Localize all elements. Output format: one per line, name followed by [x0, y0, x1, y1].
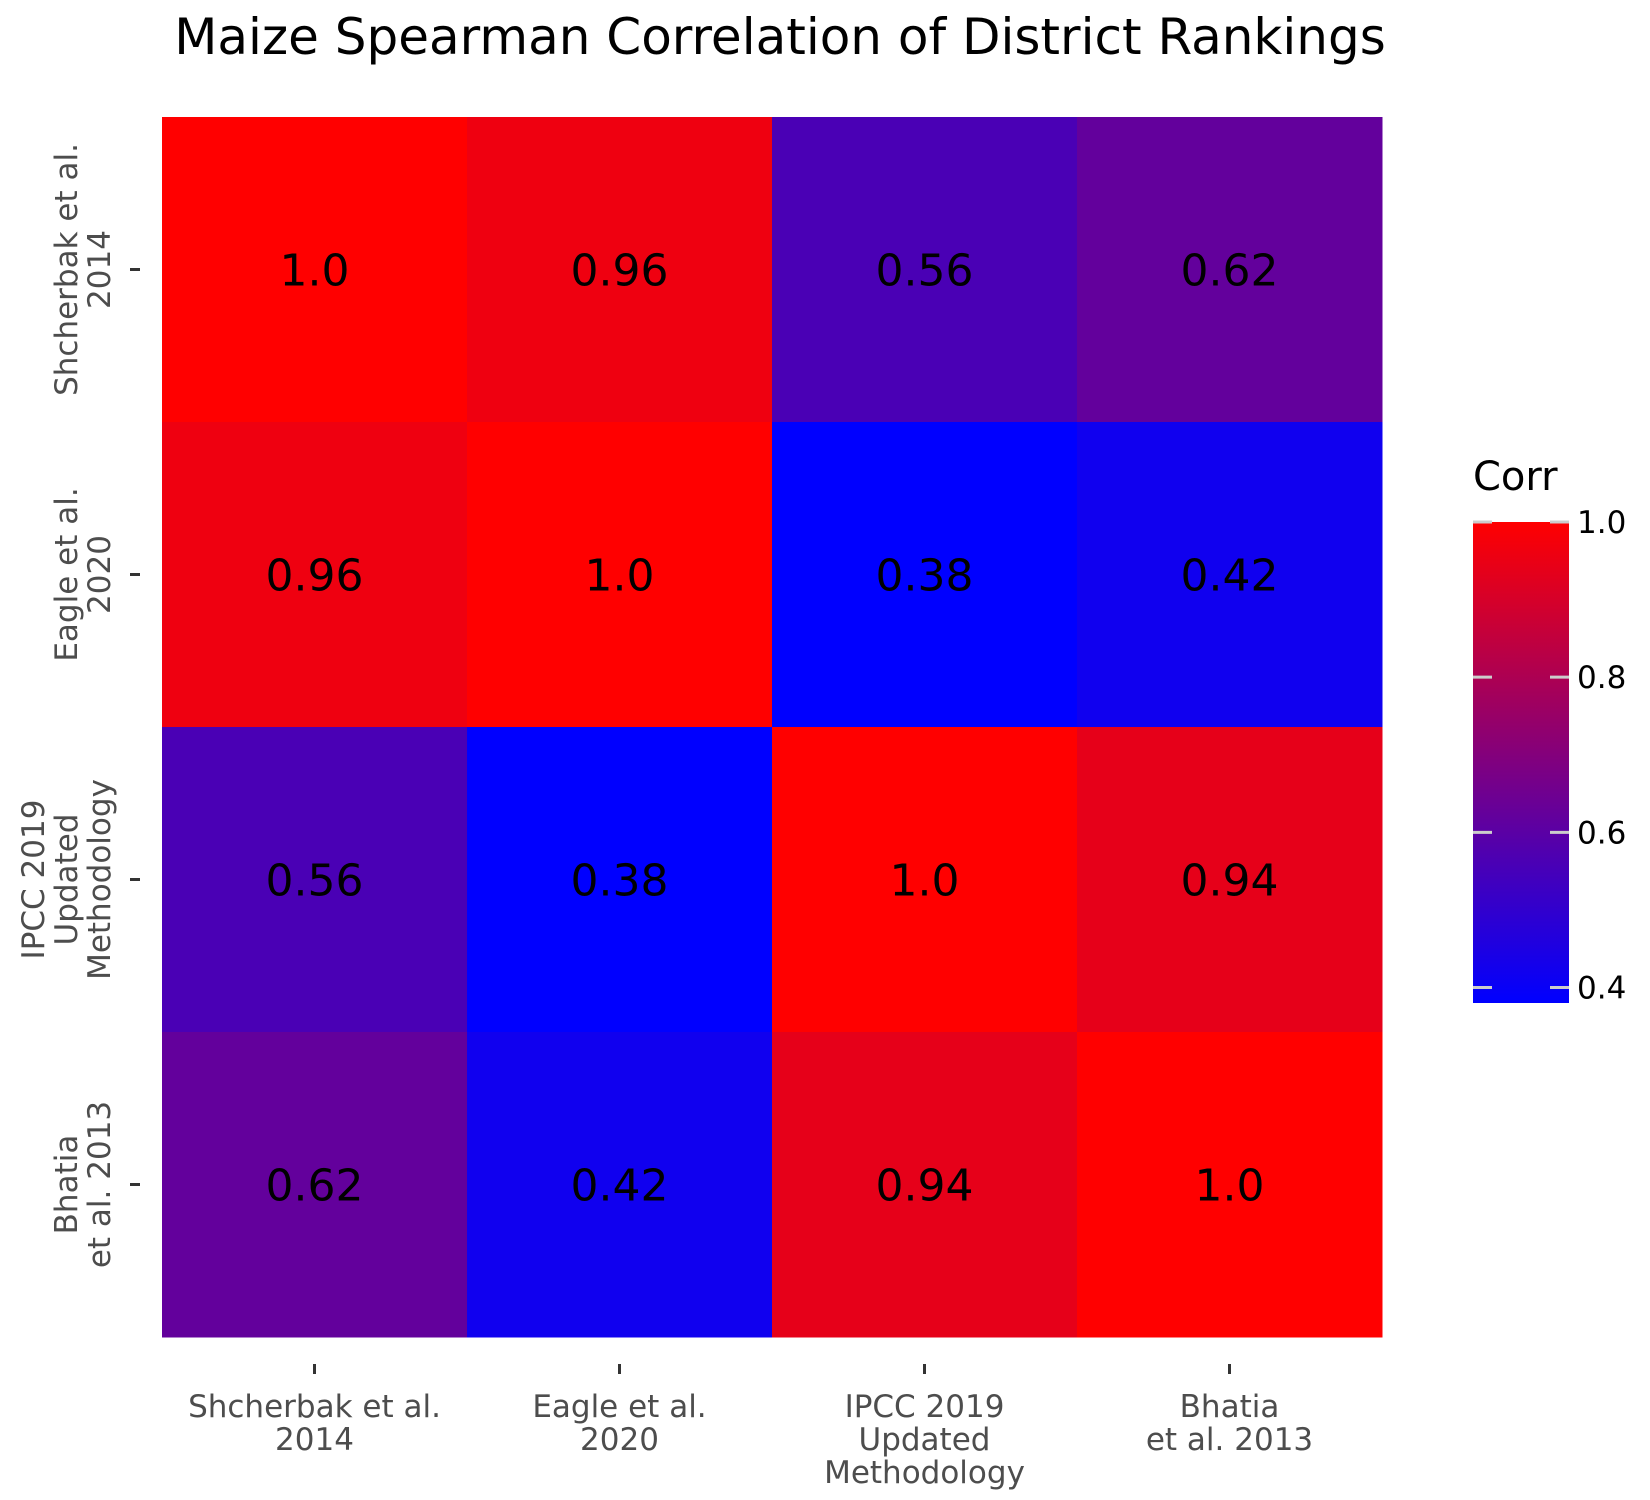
colorbar-title: Corr [1473, 454, 1558, 500]
cell-value-label-r1-c1: 1.0 [585, 551, 655, 602]
y-tick-label-3-line1: et al. 2013 [82, 1101, 118, 1268]
heatmap-cell-r0-c1 [467, 117, 773, 423]
heatmap-cell-r3-c1 [467, 1032, 773, 1338]
y-tick-label-2-line1: Updated [49, 814, 85, 946]
cell-value-label-r2-c3: 0.94 [1181, 856, 1279, 907]
x-tick-label-1-line0: Eagle et al. [532, 1389, 706, 1425]
cell-value-label-r1-c3: 0.42 [1181, 551, 1279, 602]
cell-value-label-r2-c1: 0.38 [571, 856, 669, 907]
x-tick-label-2-line0: IPCC 2019 [845, 1389, 1005, 1425]
heatmap-cell-r0-c3 [1077, 117, 1383, 423]
x-tick-label-0-line1: 2014 [275, 1422, 354, 1458]
heatmap-cell-r1-c2 [772, 422, 1078, 728]
cell-value-label-r2-c0: 0.56 [266, 856, 364, 907]
y-tick-label-1-line0: Eagle et al. [49, 487, 85, 661]
x-tick-label-3-line1: et al. 2013 [1146, 1422, 1313, 1458]
cell-value-label-r0-c1: 0.96 [571, 246, 669, 297]
x-tick-label-0-line0: Shcherbak et al. [188, 1389, 441, 1425]
cell-value-label-r3-c1: 0.42 [571, 1161, 669, 1212]
heatmap-cell-r3-c0 [162, 1032, 468, 1338]
cell-value-label-r0-c3: 0.62 [1181, 246, 1279, 297]
y-tick-label-2-line2: Methodology [82, 779, 118, 980]
y-tick-label-0-line1: 2014 [82, 230, 118, 309]
y-tick-label-0-line0: Shcherbak et al. [49, 143, 85, 396]
heatmap-cell-r1-c0 [162, 422, 468, 728]
y-axis: Shcherbak et al.2014 Eagle et al.2020 IPCC… [16, 143, 140, 1268]
heatmap-cell-r0-c0 [162, 117, 468, 423]
heatmap-cell-r2-c0 [162, 727, 468, 1033]
y-tick-label-2-line0: IPCC 2019 [16, 800, 52, 960]
cell-value-labels: 1.0 0.96 0.56 0.62 0.96 1.0 0.38 0.42 0.56 0.38 1.… [266, 246, 1279, 1212]
cell-value-label-r3-c2: 0.94 [876, 1161, 974, 1212]
colorbar: Corr 1.0 0.8 0.6 0.4 [1473, 454, 1626, 1006]
cell-value-label-r3-c0: 0.62 [266, 1161, 364, 1212]
heatmap-cell-r0-c2 [772, 117, 1078, 423]
heatmap-cell-r2-c1 [467, 727, 773, 1033]
heatmap-cell-r3-c2 [772, 1032, 1078, 1338]
chart-title: Maize Spearman Correlation of District R… [174, 8, 1386, 66]
heatmap-cells [162, 117, 1383, 1338]
heatmap-cell-r2-c3 [1077, 727, 1383, 1033]
x-tick-label-1-line1: 2020 [580, 1422, 659, 1458]
cell-value-label-r0-c0: 1.0 [280, 246, 350, 297]
colorbar-tick-label-1: 0.8 [1577, 660, 1626, 696]
colorbar-tick-label-0: 1.0 [1577, 505, 1626, 541]
cell-value-label-r1-c2: 0.38 [876, 551, 974, 602]
colorbar-tick-label-3: 0.4 [1577, 970, 1626, 1006]
cell-value-label-r0-c2: 0.56 [876, 246, 974, 297]
x-tick-label-2-line1: Updated [859, 1422, 991, 1458]
y-tick-label-3-line0: Bhatia [49, 1135, 85, 1235]
heatmap-cell-r1-c3 [1077, 422, 1383, 728]
colorbar-bar [1473, 522, 1569, 1003]
heatmap-cell-r2-c2 [772, 727, 1078, 1033]
cell-value-label-r1-c0: 0.96 [266, 551, 364, 602]
heatmap-cell-r1-c1 [467, 422, 773, 728]
cell-value-label-r2-c2: 1.0 [890, 856, 960, 907]
x-tick-label-2-line2: Methodology [824, 1455, 1025, 1491]
cell-value-label-r3-c3: 1.0 [1195, 1161, 1265, 1212]
x-tick-label-3-line0: Bhatia [1180, 1389, 1280, 1425]
colorbar-tick-label-2: 0.6 [1577, 815, 1626, 851]
x-axis: Shcherbak et al.2014 Eagle et al.2020 IPCC… [188, 1364, 1313, 1491]
heatmap-cell-r3-c3 [1077, 1032, 1383, 1338]
y-tick-label-1-line1: 2020 [82, 535, 118, 614]
